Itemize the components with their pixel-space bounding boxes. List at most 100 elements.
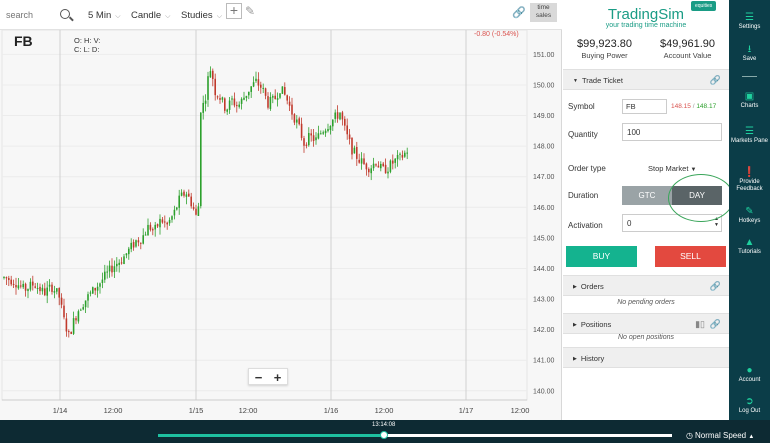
search-icon[interactable] <box>60 9 70 19</box>
nav-save[interactable]: ⭳ Save <box>729 44 770 63</box>
candle-body <box>308 133 310 146</box>
candle-body <box>315 137 317 141</box>
y-tick-label: 141.00 <box>533 358 555 365</box>
candle-body <box>89 292 92 294</box>
candle-body <box>291 104 293 115</box>
candle-body <box>216 96 219 98</box>
zoom-out-button[interactable]: − <box>254 370 263 385</box>
candle-body <box>123 256 125 265</box>
logout-icon: ➲ <box>745 396 754 407</box>
candle-body <box>353 147 356 154</box>
candle-body <box>358 159 360 163</box>
order-type-label: Order type <box>568 164 606 173</box>
nav-markets-pane-label: Markets Pane <box>730 138 769 144</box>
link-icon[interactable]: 🔗 <box>512 7 526 19</box>
time-sales-button[interactable]: time sales <box>530 3 557 22</box>
candle-body <box>305 144 308 146</box>
nav-hotkeys[interactable]: ✎ Hotkeys <box>729 206 770 225</box>
candle-body <box>288 101 291 106</box>
studies-dropdown[interactable]: Studies ⌵ <box>181 10 222 21</box>
price-chart[interactable]: 151.00 150.00 149.00 148.00 147.00 146.00 145.… <box>0 30 562 420</box>
candle-body <box>60 297 63 305</box>
download-icon: ⭳ <box>747 44 752 55</box>
candle-body <box>12 283 15 285</box>
candle-body <box>404 152 406 157</box>
ask-price: 148.17 <box>696 103 717 110</box>
symbol-input[interactable] <box>622 99 667 114</box>
candle-body <box>192 206 195 209</box>
triangle-right-icon: ▶ <box>573 284 577 290</box>
speed-selector[interactable]: ◷ Normal Speed ▲ <box>686 431 754 440</box>
candle-body <box>130 242 132 250</box>
playback-slider[interactable] <box>158 434 672 437</box>
candle-body <box>120 262 123 264</box>
side-nav: ☰ Settings ⭳ Save ▣ Charts ☰ Markets Pane ❗ P… <box>729 0 770 420</box>
candle-body <box>113 266 116 273</box>
y-tick-label: 145.00 <box>533 235 555 242</box>
link-icon[interactable]: 🔗 <box>709 75 721 85</box>
brand-logo: TradingSim <box>607 6 685 23</box>
bid-price: 148.15 <box>671 103 691 110</box>
sell-button[interactable]: SELL <box>655 246 726 267</box>
candle-body <box>137 240 140 243</box>
y-tick-label: 143.00 <box>533 297 555 304</box>
candle-body <box>312 135 315 141</box>
candle-body <box>128 248 130 255</box>
candle-body <box>190 196 192 207</box>
playback-handle[interactable] <box>380 431 389 439</box>
interval-label: 5 Min <box>88 10 112 21</box>
candle-body <box>363 158 365 165</box>
settings-icon: ☰ <box>745 12 754 23</box>
candle-body <box>56 288 58 292</box>
gtc-option[interactable]: GTC <box>622 186 672 205</box>
candle-body <box>296 119 298 123</box>
graduation-cap-icon: ▲ <box>744 237 755 248</box>
candle-body <box>156 224 159 227</box>
candle-body <box>65 318 68 332</box>
chart-toolbar: 5 Min⌵ Candle⌵ Studies⌵ + ✎ 🔗 time sales <box>0 0 562 30</box>
chart-area[interactable]: 5 Min⌵ Candle⌵ Studies⌵ + ✎ 🔗 time sales… <box>0 0 562 420</box>
candle-body <box>360 158 363 164</box>
candle-body <box>142 235 144 244</box>
speed-label: Normal Speed <box>694 431 747 440</box>
nav-charts[interactable]: ▣ Charts <box>729 91 770 110</box>
nav-markets-pane[interactable]: ☰ Markets Pane <box>729 126 770 145</box>
chart-type-dropdown[interactable]: Candle ⌵ <box>131 10 170 21</box>
nav-hotkeys-label: Hotkeys <box>738 218 761 224</box>
candle-body <box>336 112 339 119</box>
add-plus-icon[interactable]: + <box>226 3 242 19</box>
link-icon[interactable]: 🔗 <box>709 319 721 329</box>
link-icon[interactable]: 🔗 <box>709 281 721 291</box>
quantity-input[interactable] <box>622 123 722 141</box>
nav-settings[interactable]: ☰ Settings <box>729 12 770 31</box>
candle-body <box>116 263 118 267</box>
candle-body <box>298 118 300 125</box>
candle-body <box>212 70 214 80</box>
history-header[interactable]: ▶ History <box>563 347 729 368</box>
zoom-in-button[interactable]: + <box>273 370 282 385</box>
candle-body <box>233 98 236 106</box>
ohlc-line-1: O: H: V: <box>74 36 101 45</box>
orders-title: Orders <box>580 282 604 291</box>
y-tick-label: 151.00 <box>533 52 555 59</box>
pencil-icon[interactable]: ✎ <box>245 4 256 18</box>
nav-log-out[interactable]: ➲ Log Out <box>729 396 770 415</box>
history-title: History <box>580 354 605 363</box>
orders-header[interactable]: ▶ Orders 🔗 <box>563 275 729 296</box>
nav-account[interactable]: ● Account <box>729 365 770 384</box>
candle-body <box>392 160 394 164</box>
bar-chart-icon[interactable]: ▮▯ <box>695 319 705 329</box>
nav-provide-feedback[interactable]: ❗ Provide Feedback <box>729 167 770 193</box>
order-type-dropdown[interactable]: Stop Market ▼ <box>648 164 696 173</box>
candle-body <box>53 291 56 293</box>
trade-ticket-header[interactable]: ▼ Trade Ticket 🔗 <box>563 69 729 90</box>
candle-body <box>168 219 171 224</box>
candle-body <box>41 287 44 292</box>
interval-dropdown[interactable]: 5 Min ⌵ <box>88 10 121 21</box>
candle-body <box>380 164 382 169</box>
bid-ask: 148.15 / 148.17 <box>671 103 717 110</box>
nav-tutorials[interactable]: ▲ Tutorials <box>729 237 770 256</box>
buy-button[interactable]: BUY <box>566 246 637 267</box>
positions-header[interactable]: ▶ Positions ▮▯ 🔗 <box>563 313 729 334</box>
candle-body <box>140 242 142 244</box>
